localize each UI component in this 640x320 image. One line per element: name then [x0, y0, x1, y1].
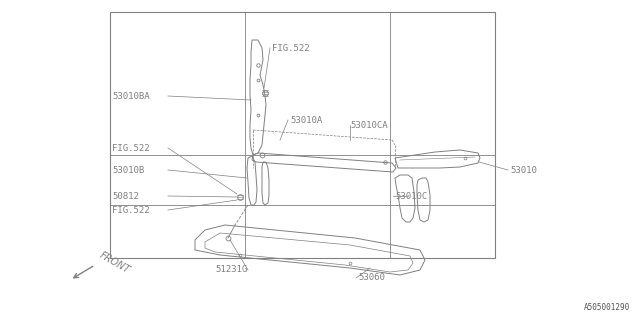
Text: 53010B: 53010B	[112, 165, 144, 174]
Text: FRONT: FRONT	[98, 250, 132, 276]
Text: 50812: 50812	[112, 191, 139, 201]
Text: FIG.522: FIG.522	[112, 143, 150, 153]
Text: 51231G: 51231G	[215, 266, 247, 275]
Text: 53060: 53060	[358, 274, 385, 283]
Bar	[110, 12, 495, 258]
Text: 53010BA: 53010BA	[112, 92, 150, 100]
Text: FIG.522: FIG.522	[272, 44, 310, 52]
Text: A505001290: A505001290	[584, 303, 630, 312]
Text: 53010CA: 53010CA	[350, 121, 388, 130]
Text: 53010: 53010	[510, 165, 537, 174]
Text: 53010A: 53010A	[290, 116, 323, 124]
Text: 53010C: 53010C	[395, 191, 428, 201]
Text: FIG.522: FIG.522	[112, 205, 150, 214]
